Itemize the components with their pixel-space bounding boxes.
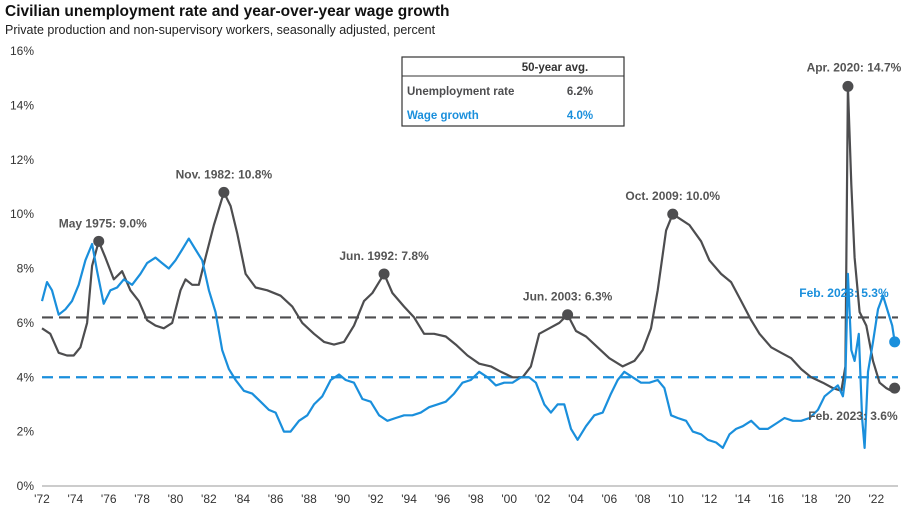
annotation-marker <box>93 235 105 247</box>
x-tick-label: '86 <box>268 492 284 506</box>
series-lines <box>40 85 896 449</box>
markers <box>93 80 901 394</box>
x-tick-label: '92 <box>368 492 384 506</box>
chart-title: Civilian unemployment rate and year-over… <box>5 3 450 20</box>
y-tick-label: 10% <box>10 207 34 221</box>
x-tick-label: '72 <box>34 492 50 506</box>
legend-header: 50-year avg. <box>522 62 589 74</box>
y-tick-label: 2% <box>17 425 35 439</box>
average-lines <box>42 316 898 379</box>
wage-series-line <box>40 237 896 449</box>
annotation-label: Feb. 2023: 3.6% <box>808 409 898 423</box>
annotation-marker <box>842 80 854 92</box>
x-tick-label: '84 <box>234 492 250 506</box>
legend-wage-label: Wage growth <box>407 110 479 122</box>
x-tick-label: '98 <box>468 492 484 506</box>
legend-box: 50-year avg. Unemployment rate 6.2% Wage… <box>401 56 625 127</box>
annotation-label: Jun. 1992: 7.8% <box>339 249 429 263</box>
x-tick-label: '96 <box>435 492 451 506</box>
y-tick-label: 14% <box>10 98 34 112</box>
y-tick-label: 6% <box>17 316 35 330</box>
x-tick-label: '04 <box>568 492 584 506</box>
x-tick-label: '16 <box>768 492 784 506</box>
legend-unemployment-value: 6.2% <box>567 86 593 98</box>
x-tick-label: '94 <box>401 492 417 506</box>
x-tick-label: '74 <box>68 492 84 506</box>
unemployment-series-line <box>41 85 896 392</box>
y-tick-label: 16% <box>10 44 34 58</box>
annotation-label: Nov. 1982: 10.8% <box>176 167 273 181</box>
x-tick-label: '88 <box>301 492 317 506</box>
annotation-marker <box>562 309 574 321</box>
annotation-label: Apr. 2020: 14.7% <box>807 60 902 74</box>
annotation-marker <box>218 186 230 198</box>
x-tick-label: '02 <box>535 492 551 506</box>
x-tick-label: '12 <box>702 492 718 506</box>
legend-wage-value: 4.0% <box>567 110 593 122</box>
y-tick-label: 8% <box>17 262 35 276</box>
y-tick-label: 0% <box>17 479 35 493</box>
x-tick-label: '06 <box>602 492 618 506</box>
annotation-marker <box>667 208 679 220</box>
axes: 0% 2% 4% 6% 8% 10% 12% 14% 16% '72 '74 '76 '78 '80 '82… <box>10 44 898 506</box>
legend-unemployment-label: Unemployment rate <box>407 86 514 98</box>
chart-subtitle: Private production and non-supervisory w… <box>5 23 436 37</box>
annotation-label: May 1975: 9.0% <box>59 216 147 230</box>
x-tick-label: '22 <box>868 492 884 506</box>
x-tick-label: '82 <box>201 492 217 506</box>
x-tick-label: '18 <box>802 492 818 506</box>
annotation-marker <box>889 336 901 348</box>
annotation-label: Oct. 2009: 10.0% <box>625 189 720 203</box>
x-tick-label: '90 <box>335 492 351 506</box>
y-tick-label: 12% <box>10 153 34 167</box>
x-tick-label: '20 <box>835 492 851 506</box>
x-tick-label: '80 <box>168 492 184 506</box>
annotation-label: Jun. 2003: 6.3% <box>523 290 613 304</box>
x-tick-label: '08 <box>635 492 651 506</box>
x-tick-label: '76 <box>101 492 117 506</box>
annotation-marker <box>889 382 901 394</box>
x-tick-label: '78 <box>134 492 150 506</box>
y-tick-label: 4% <box>17 370 35 384</box>
x-tick-label: '10 <box>668 492 684 506</box>
annotations: May 1975: 9.0% Nov. 1982: 10.8% Jun. 1992:… <box>59 60 902 423</box>
x-tick-label: '14 <box>735 492 751 506</box>
annotation-marker <box>378 268 390 280</box>
x-tick-label: '00 <box>501 492 517 506</box>
annotation-label: Feb. 2023: 5.3% <box>799 286 889 300</box>
